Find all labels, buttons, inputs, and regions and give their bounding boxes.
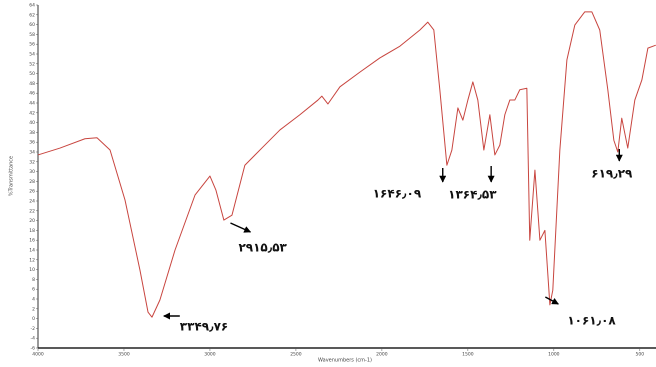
y-tick-label: 10	[29, 267, 35, 273]
y-tick-label: 42	[29, 110, 35, 116]
y-axis-title: %Transmittance	[9, 156, 15, 196]
y-tick-label: 12	[29, 257, 35, 263]
y-tick-label: 36	[29, 140, 35, 146]
spectrum-line	[37, 11, 656, 318]
y-tick-label: 14	[29, 248, 35, 254]
annotation-arrow	[544, 296, 559, 305]
y-tick-label: 28	[29, 179, 35, 185]
y-tick-label: 54	[29, 52, 35, 58]
y-tick-label: 32	[29, 159, 35, 165]
y-tick-label: 44	[29, 101, 35, 107]
y-tick-label: -2	[31, 326, 36, 332]
y-tick-label: 18	[29, 228, 35, 234]
y-tick-label: 58	[29, 32, 35, 38]
y-tick-label: 48	[29, 81, 35, 87]
y-tick-label: 60	[29, 22, 35, 28]
y-tick-label: 26	[29, 189, 35, 195]
y-tick-label: 50	[29, 71, 35, 77]
y-tick-label: 38	[29, 130, 35, 136]
x-axis-title: Wavenumbers (cm-1)	[318, 358, 372, 364]
y-tick-label: 34	[29, 150, 35, 156]
y-tick-label: 56	[29, 42, 35, 48]
y-tick-label: 40	[29, 120, 35, 126]
x-tick-label: 3500	[118, 352, 130, 358]
y-tick-label: 64	[29, 3, 35, 9]
y-tick-label: 8	[32, 277, 35, 283]
y-tick-label: 2	[32, 306, 35, 312]
y-tick-label: 46	[29, 91, 35, 97]
y-tick-label: 20	[29, 218, 35, 224]
y-tick-label: -4	[31, 336, 36, 342]
annotation-label: ۶۱۹٫۲۹	[591, 167, 633, 181]
y-tick-label: 22	[29, 208, 35, 214]
annotation-label: ۱۰۶۱٫۰۸	[567, 314, 616, 328]
x-tick-label: 4000	[32, 352, 44, 358]
annotation-label: ۱۶۴۶٫۰۹	[373, 187, 422, 201]
x-tick-label: 1000	[548, 352, 560, 358]
y-tick-label: 6	[32, 287, 35, 293]
x-tick-label: 2500	[290, 352, 302, 358]
x-tick-label: 2000	[376, 352, 388, 358]
y-tick-label: 0	[32, 316, 35, 322]
annotation-label: ۱۳۶۴٫۵۳	[448, 188, 497, 202]
x-tick-label: 500	[636, 352, 645, 358]
annotation-label: ۲۹۱۵٫۵۳	[238, 241, 287, 255]
x-tick-label: 1500	[462, 352, 474, 358]
y-tick-label: -6	[31, 346, 36, 352]
annotation-label: ۳۳۴۹٫۷۶	[180, 320, 228, 334]
y-tick-label: 30	[29, 169, 35, 175]
y-tick-label: 4	[32, 297, 35, 303]
y-tick-label: 52	[29, 61, 35, 67]
y-tick-label: 16	[29, 238, 35, 244]
x-tick-label: 3000	[204, 352, 216, 358]
y-tick-label: 62	[29, 12, 35, 18]
annotation-arrow	[230, 222, 252, 233]
y-tick-label: 24	[29, 199, 35, 205]
